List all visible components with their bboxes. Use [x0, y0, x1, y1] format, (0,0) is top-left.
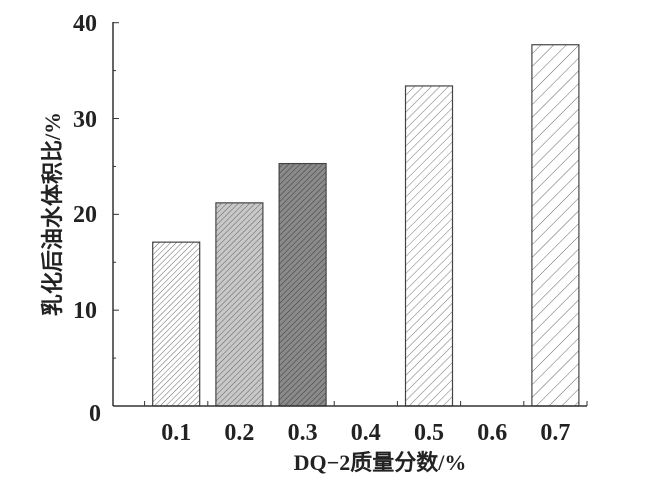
y-tick-label: 40	[73, 11, 97, 37]
x-tick-label: 0.7	[540, 420, 570, 446]
bar-0.1	[152, 241, 201, 407]
x-tick-label: 0.5	[414, 420, 444, 446]
bar-0.7	[531, 44, 580, 407]
x-tick-label: 0.1	[161, 420, 191, 446]
y-tick-label: 0	[89, 401, 101, 427]
bar-0.5	[404, 85, 454, 407]
x-axis-title: DQ−2质量分数/%	[294, 450, 467, 475]
y-tick-label: 20	[73, 202, 97, 228]
x-tick-label: 0.2	[224, 420, 254, 446]
x-tick-label: 0.3	[288, 420, 318, 446]
y-tick-label: 30	[73, 107, 97, 133]
bar-0.2	[215, 202, 264, 407]
x-tick-label: 0.6	[477, 420, 507, 446]
bar-0.3	[278, 162, 327, 407]
x-tick-label: 0.4	[351, 420, 381, 446]
y-axis-title: 乳化后油水体积比/%	[40, 112, 65, 316]
y-tick-label: 10	[73, 298, 97, 324]
